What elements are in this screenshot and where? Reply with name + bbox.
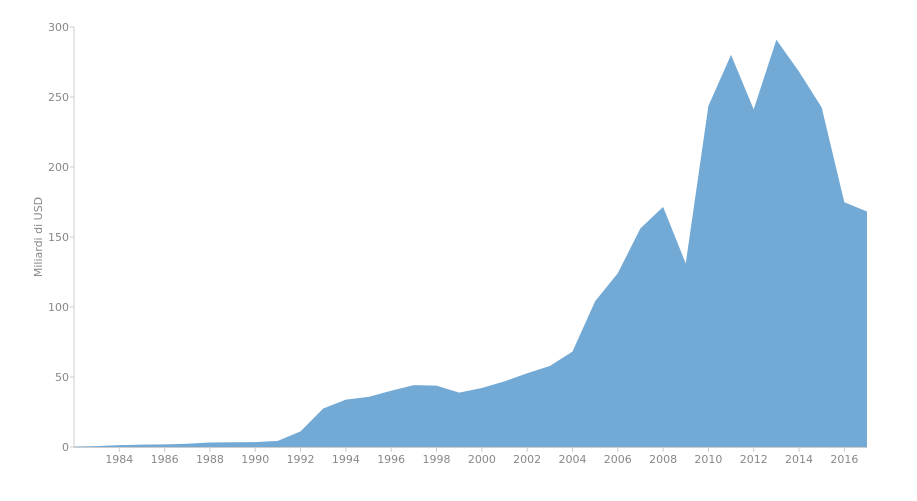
- x-tick-label: 2004: [558, 453, 586, 466]
- plot-area: [74, 39, 867, 448]
- y-tick-label: 50: [55, 371, 69, 384]
- y-tick-label: 150: [48, 231, 69, 244]
- x-tick-label: 2000: [468, 453, 496, 466]
- x-tick-label: 1988: [196, 453, 224, 466]
- y-tick-label: 100: [48, 301, 69, 314]
- x-axis-ticks: 1984 1986 1988 1990 1992 1994 1996 1998 2000 2002…: [105, 447, 858, 466]
- y-axis-title: Miliardi di USD: [32, 197, 45, 277]
- y-tick-label: 300: [48, 21, 69, 34]
- x-tick-label: 2012: [740, 453, 768, 466]
- x-tick-label: 1996: [377, 453, 405, 466]
- x-tick-label: 1984: [105, 453, 133, 466]
- x-tick-label: 2008: [649, 453, 677, 466]
- x-tick-label: 1986: [151, 453, 179, 466]
- x-tick-label: 1994: [332, 453, 360, 466]
- y-axis-ticks: 0 50 100 150 200 250 300: [48, 21, 74, 454]
- x-tick-label: 2016: [830, 453, 858, 466]
- x-tick-label: 2002: [513, 453, 541, 466]
- x-tick-label: 2010: [694, 453, 722, 466]
- y-tick-label: 200: [48, 161, 69, 174]
- y-tick-label: 250: [48, 91, 69, 104]
- area-series: [74, 39, 867, 448]
- x-tick-label: 1998: [423, 453, 451, 466]
- y-tick-label: 0: [62, 441, 69, 454]
- x-tick-label: 2014: [785, 453, 813, 466]
- x-tick-label: 1992: [287, 453, 315, 466]
- x-tick-label: 2006: [604, 453, 632, 466]
- x-tick-label: 1990: [241, 453, 269, 466]
